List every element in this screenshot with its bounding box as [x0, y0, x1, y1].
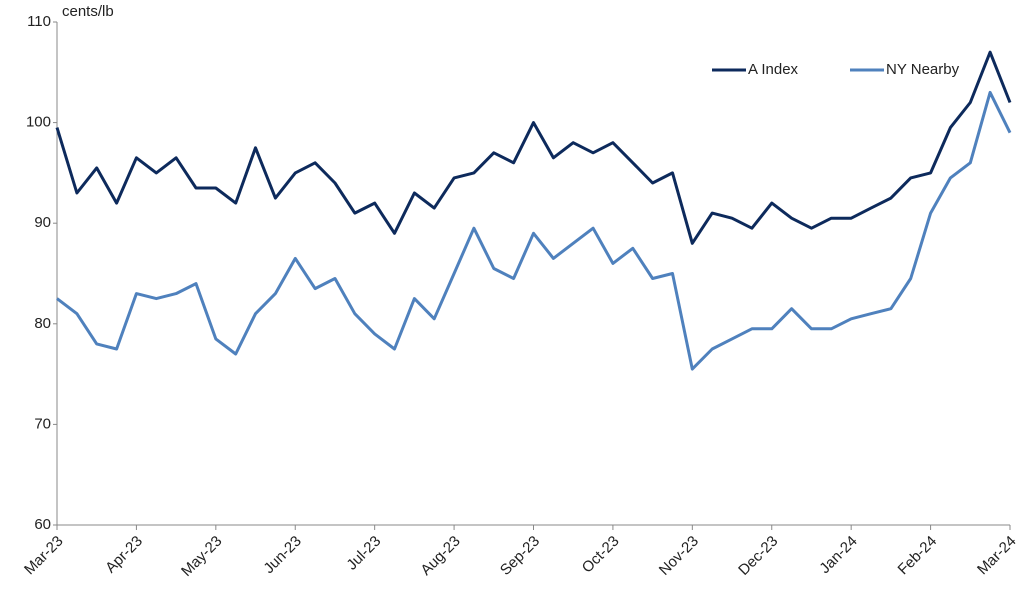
x-tick-label: Feb-24	[895, 533, 941, 579]
x-tick-label: Mar-24	[974, 533, 1018, 579]
x-tick-label: Apr-23	[102, 533, 146, 577]
x-tick-label: Sep-23	[497, 533, 543, 579]
x-tick-label: Aug-23	[417, 533, 463, 579]
legend-label: A Index	[748, 61, 799, 78]
y-tick-label: 100	[26, 114, 51, 131]
x-tick-label: Jun-23	[260, 533, 304, 577]
y-tick-label: 70	[34, 415, 51, 432]
x-tick-label: Dec-23	[735, 533, 781, 579]
x-tick-label: May-23	[178, 533, 225, 580]
y-tick-label: 80	[34, 315, 51, 332]
x-tick-label: Mar-23	[21, 533, 67, 579]
x-tick-label: Jan-24	[816, 533, 860, 577]
x-tick-label: Jul-23	[343, 533, 384, 574]
series-line	[56, 90, 1012, 371]
x-tick-label: Oct-23	[579, 533, 623, 577]
y-tick-label: 90	[34, 214, 51, 231]
x-tick-label: Nov-23	[656, 533, 702, 579]
series-line	[55, 50, 1012, 245]
y-tick-label: 110	[27, 13, 51, 30]
y-axis-label: cents/lb	[62, 3, 114, 20]
y-tick-label: 60	[34, 516, 51, 533]
legend-label: NY Nearby	[886, 61, 960, 78]
